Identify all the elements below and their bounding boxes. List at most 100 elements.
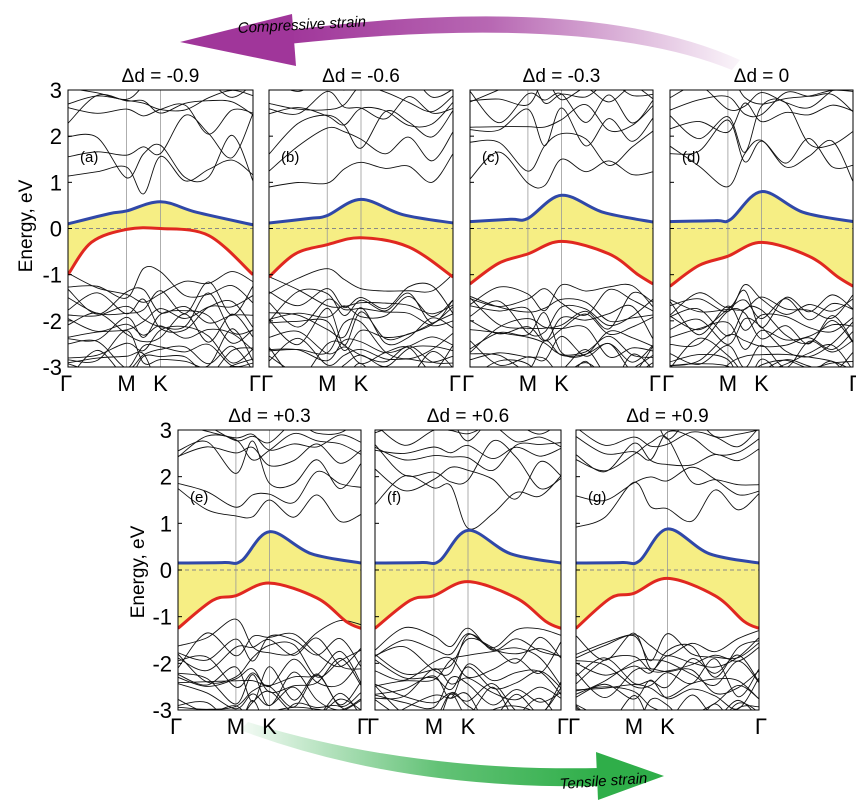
band-line [470,283,653,312]
band-line [670,91,853,118]
band-line [178,440,361,490]
band-line [375,641,561,681]
conduction-band-edge [68,200,253,227]
band-line [68,155,253,195]
band-line [269,153,453,188]
band-line [269,307,453,346]
band-line [578,430,758,448]
band-line [375,636,561,675]
panel-label: (g) [588,489,606,506]
y-tick-label: 0 [50,217,62,242]
band-line [670,301,853,336]
panel-title: Δd = +0.9 [626,406,708,427]
x-tick-label: Γ [568,714,580,739]
band-line [68,339,251,367]
x-tick-label: M [719,371,737,396]
x-tick-label: K [461,714,476,739]
compressive-strain-arrow: Compressive strain [180,13,740,70]
band-lines [269,90,453,367]
compressive-arrow-head [180,14,296,66]
band-line [470,288,653,316]
band-line [269,306,453,346]
band-line [375,460,561,500]
band-lines [68,90,253,367]
band-line [68,292,253,333]
x-tick-label: K [754,371,769,396]
band-line [68,113,253,159]
valence-band-edge [68,226,253,276]
band-line [576,430,759,461]
x-tick-label: M [318,371,336,396]
y-tick-label: -2 [152,651,172,676]
tensile-strain-label: Tensile strain [559,770,648,793]
band-line [269,282,453,314]
band-line [375,659,561,691]
compressive-strain-label: Compressive strain [237,13,366,37]
panel-label: (a) [80,149,98,166]
band-line [670,321,853,350]
band-line [77,347,253,367]
band-line [178,618,361,656]
band-line [178,637,361,672]
band-line [68,281,253,316]
y-tick-label: -3 [152,698,172,723]
band-line [380,430,561,448]
y-tick-label: 1 [160,511,172,536]
band-lines [375,430,561,710]
band-line [68,318,253,351]
band-line [576,632,759,670]
x-tick-label: Γ [357,714,369,739]
x-tick-label: Γ [849,371,856,396]
y-tick-label: -1 [152,605,172,630]
band-line [670,119,853,169]
band-line [576,702,757,710]
band-line [375,627,561,657]
band-line [178,641,361,684]
band-line [178,700,346,710]
band-line [576,697,724,710]
x-tick-label: Γ [449,371,461,396]
band-line [289,90,453,98]
band-line [375,439,561,490]
tensile-arrow-head [596,752,664,800]
band-line [470,304,653,341]
band-line [269,318,453,360]
band-line [375,442,561,471]
x-tick-label: M [625,714,643,739]
band-line [269,313,453,351]
band-line [470,104,653,133]
valence-band-edge [269,236,453,279]
band-line [340,345,453,367]
x-tick-label: Γ [462,371,474,396]
panel-title: Δd = -0.3 [523,66,601,87]
y-tick-label: 2 [50,124,62,149]
x-tick-label: M [425,714,443,739]
conduction-band-edge [576,527,759,566]
band-line [178,683,361,710]
panel-d: Δd = 0 (d) Γ M K Γ [662,66,856,396]
band-line [470,312,653,358]
conduction-band-edge [470,193,653,224]
band-line [576,481,759,528]
band-line [576,640,759,678]
band-line [199,430,361,451]
panel-a: Δd = -0.9 (a) Γ M K Γ 3 2 1 0 -1 -2 -3 [42,66,261,396]
band-line [670,307,853,347]
x-tick-label: Γ [755,714,767,739]
band-line [670,353,841,367]
conduction-band-edge [670,190,853,224]
band-line [68,351,253,367]
x-tick-label: M [519,371,537,396]
panel-c: Δd = -0.3 (c) Γ M K Γ [462,66,661,396]
band-line [68,133,253,183]
panel-label: (c) [482,149,500,166]
valence-band-edge [670,240,853,288]
x-tick-label: Γ [557,714,569,739]
band-line [670,344,852,367]
band-line [178,443,361,467]
conduction-band-edge [269,197,453,225]
band-lines [470,90,653,367]
band-line [576,646,759,685]
band-line [375,633,561,676]
band-line [178,488,361,523]
